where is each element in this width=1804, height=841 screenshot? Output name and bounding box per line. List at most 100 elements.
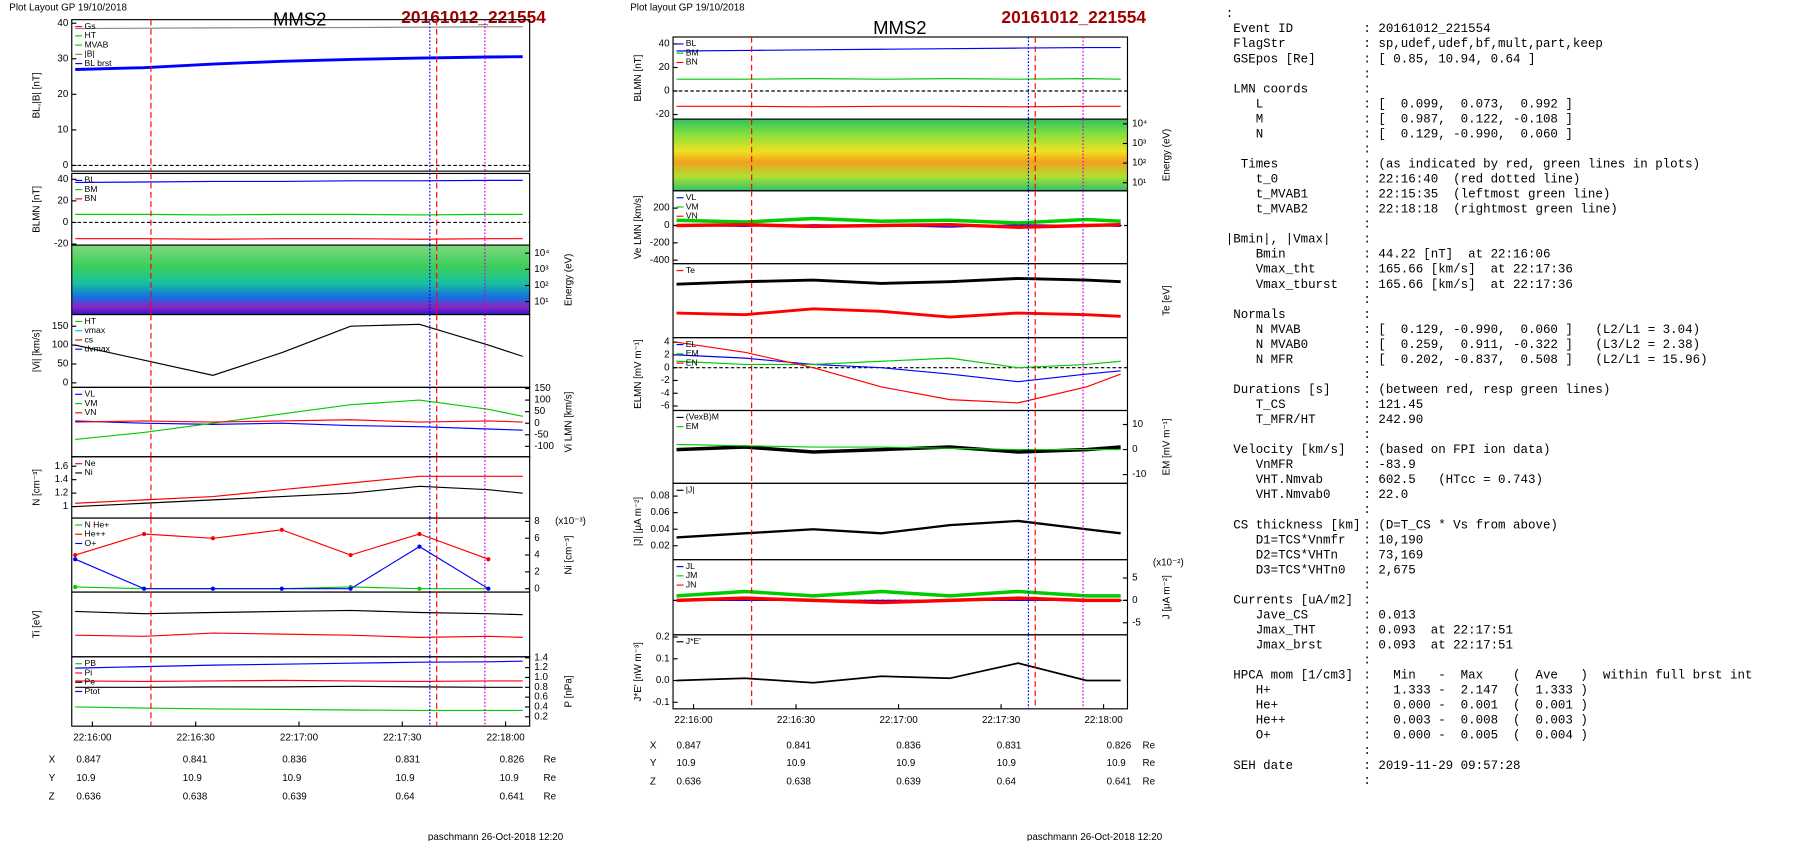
summary-value: : <box>1363 293 1370 307</box>
position-value: 0.639 <box>896 776 921 787</box>
summary-value: : 602.5 (HTcc = 0.743) <box>1363 473 1543 487</box>
summary-value: : 1.333 - 2.147 ( 1.333 ) <box>1363 684 1587 698</box>
legend-label: VL <box>84 389 95 399</box>
y-tick-label: 1.0 <box>534 672 548 683</box>
y-tick-label: 40 <box>57 174 68 185</box>
series-line <box>676 519 1121 539</box>
y-tick-label: 5 <box>1132 573 1138 584</box>
summary-value: : <box>1363 503 1370 517</box>
y-tick-label: 100 <box>52 340 69 351</box>
summary-key: T_CS <box>1226 398 1286 412</box>
y-tick-label: 0 <box>1132 444 1138 455</box>
summary-key: Bmin <box>1226 248 1286 262</box>
summary-value: : [ 0.099, 0.073, 0.992 ] <box>1363 97 1573 111</box>
x-tick-label: 22:16:30 <box>177 732 216 743</box>
summary-value: : <box>1363 233 1370 247</box>
layout-note: Plot Layout GP 19/10/2018 <box>9 3 127 14</box>
series-line <box>75 660 523 669</box>
summary-key: Times <box>1226 157 1278 171</box>
y-axis-label: N [cm⁻³] <box>32 469 43 506</box>
summary-key: D3=TCS*VHTn0 <box>1226 563 1346 577</box>
summary-value: : [ 0.987, 0.122, -0.108 ] <box>1363 112 1573 126</box>
legend-label: BM <box>84 184 97 194</box>
y-tick-label: 10 <box>57 124 68 135</box>
position-value: 0.638 <box>786 776 811 787</box>
summary-value: : (as indicated by red, green lines in p… <box>1363 157 1700 171</box>
y-tick-label: 0 <box>664 220 670 231</box>
y-tick-label: 50 <box>57 359 68 370</box>
summary-value: : sp,udef,udef,bf,mult,part,keep <box>1363 37 1602 51</box>
position-value: 0.841 <box>183 754 208 765</box>
y-tick-label: 10¹ <box>1132 177 1147 188</box>
summary-key: He+ <box>1226 699 1278 713</box>
summary-key: VnMFR <box>1226 458 1294 472</box>
position-unit: Re <box>544 754 557 765</box>
summary-value: : <box>1363 593 1370 607</box>
summary-key: L <box>1226 97 1263 111</box>
summary-key: D1=TCS*Vnmfr <box>1226 533 1346 547</box>
layout-note: Plot layout GP 19/10/2018 <box>630 3 745 14</box>
y-axis-label: BLMN [nT] <box>32 186 43 233</box>
summary-value: : 165.66 [km/s] at 22:17:36 <box>1363 263 1573 277</box>
series-line <box>75 529 489 560</box>
y-axis-label: Ti [eV] <box>32 610 43 638</box>
y-tick-label: 10³ <box>534 264 549 275</box>
y-tick-label: 100 <box>534 395 551 406</box>
series-marker <box>73 584 78 590</box>
series-line <box>75 420 523 431</box>
y-axis-label: Energy (eV) <box>1161 129 1172 181</box>
legend-label: Ni <box>84 467 92 477</box>
y-tick-label: 10⁴ <box>534 248 549 259</box>
summary-key: t_MVAB2 <box>1226 203 1308 217</box>
x-tick-label: 22:16:00 <box>674 715 713 726</box>
spectrogram <box>71 244 531 316</box>
y-axis-label: P [nPa] <box>564 675 575 707</box>
position-value: 0.841 <box>786 740 811 751</box>
series-line <box>676 46 1121 52</box>
summary-value: : Min - Max ( Ave ) within full brst int <box>1363 669 1752 683</box>
legend-label: Gs <box>84 21 96 31</box>
summary-key: FlagStr <box>1226 37 1286 51</box>
y-tick-label: -6 <box>661 401 670 412</box>
y-tick-label: 0 <box>664 362 670 373</box>
series-line <box>676 589 1121 598</box>
summary-key: Vmax_tht <box>1226 263 1316 277</box>
legend-label: dvmax <box>84 344 110 354</box>
legend-label: PB <box>84 658 96 668</box>
y-tick-label: 40 <box>57 18 68 29</box>
summary-key: D2=TCS*VHTn <box>1226 548 1338 562</box>
summary-value: : [ 0.259, 0.911, -0.322 ] (L3/L2 = 2.38… <box>1363 338 1700 352</box>
y-axis-label: BLMN [nT] <box>633 54 644 101</box>
position-unit: Re <box>1143 758 1156 769</box>
summary-value: : 2019-11-29 09:57:28 <box>1363 759 1520 773</box>
scale-note: (x10⁻²) <box>1153 558 1184 569</box>
y-tick-label: 1 <box>63 501 68 512</box>
legend-label: VL <box>686 192 697 202</box>
legend-label: cs <box>84 334 93 344</box>
position-value: 0.831 <box>997 740 1022 751</box>
position-value: 0.641 <box>500 791 525 802</box>
legend-label: J*E' <box>686 636 701 646</box>
summary-value: : [ 0.129, -0.990, 0.060 ] <box>1363 127 1573 141</box>
position-value: 10.9 <box>1107 758 1126 769</box>
series-line <box>676 354 1121 383</box>
position-value: 10.9 <box>997 758 1016 769</box>
y-tick-label: 0 <box>534 418 540 429</box>
y-tick-label: 10 <box>1132 419 1143 430</box>
summary-key: Durations [s] <box>1226 383 1331 397</box>
y-tick-label: 2 <box>664 349 669 360</box>
y-tick-label: -4 <box>661 388 670 399</box>
footer: paschmann 26-Oct-2018 12:20 <box>1027 832 1163 841</box>
spacecraft: MMS2 <box>873 17 926 38</box>
series-marker <box>73 552 78 558</box>
legend-label: BL brst <box>84 58 112 68</box>
y-axis-label: ELMN [mV m⁻¹] <box>633 339 644 409</box>
legend-label: Ne <box>84 458 95 468</box>
legend-label: BM <box>686 47 699 57</box>
summary-key: SEH date <box>1226 759 1293 773</box>
position-label: X <box>650 740 657 751</box>
summary-value: : <box>1363 67 1370 81</box>
position-value: 0.836 <box>896 740 921 751</box>
panel-frame <box>71 19 531 172</box>
y-tick-label: 1.2 <box>55 488 69 499</box>
